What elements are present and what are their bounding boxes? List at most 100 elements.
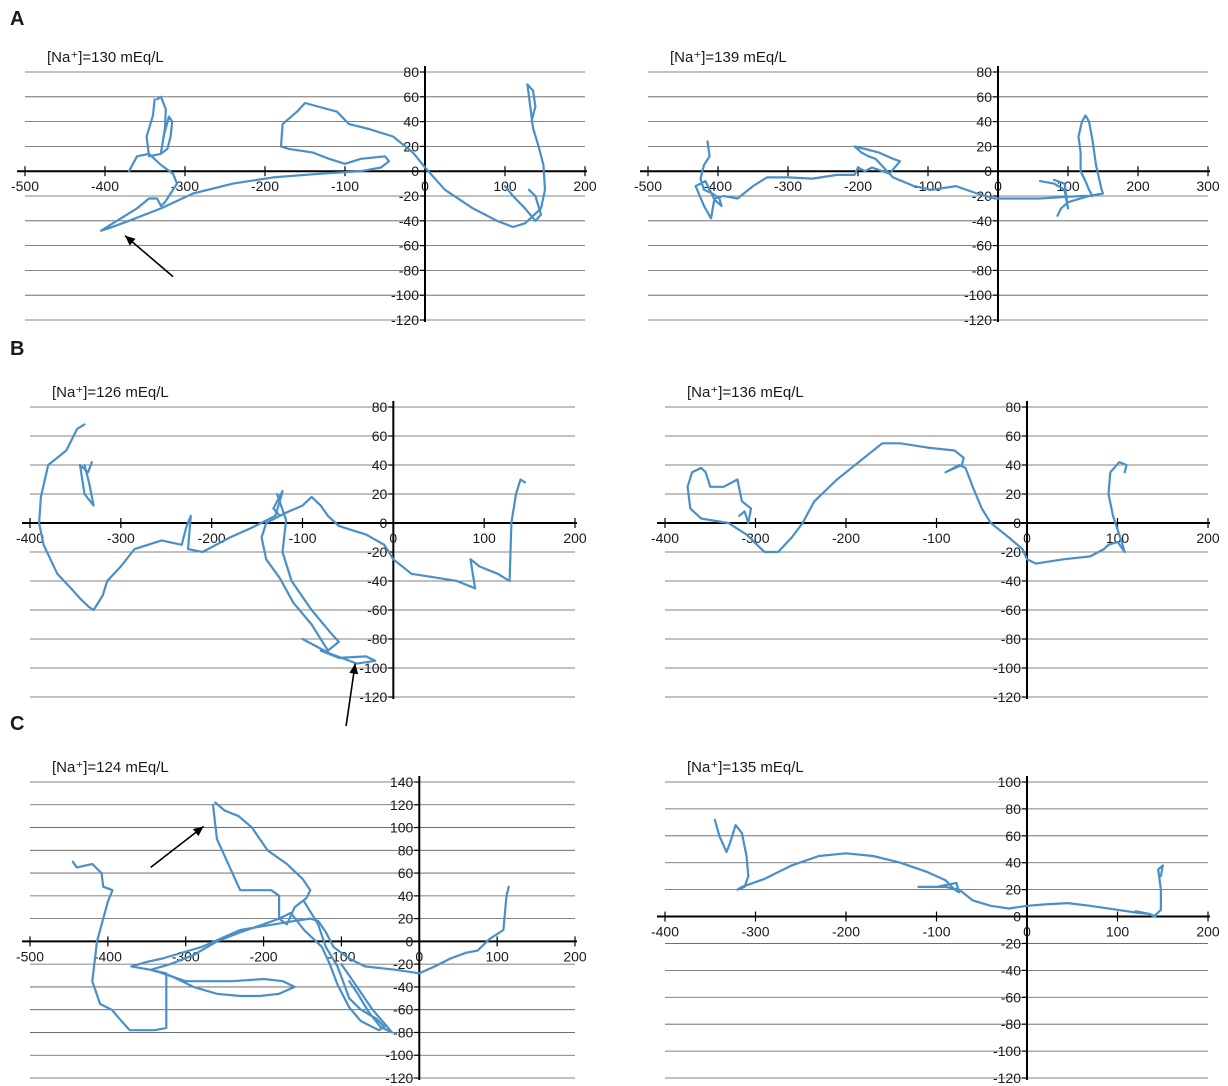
chart-title: [Na⁺]=124 mEq/L <box>52 759 169 776</box>
data-trace <box>694 114 1105 220</box>
annotation-arrow <box>345 663 356 727</box>
x-tick-label: 300 <box>1196 178 1220 194</box>
annotation-arrowhead <box>125 235 136 246</box>
y-tick-label: 20 <box>1005 486 1021 502</box>
y-tick-label: 60 <box>1005 828 1021 844</box>
data-trace <box>260 492 340 652</box>
y-tick-label: -20 <box>393 956 413 972</box>
x-tick-label: -400 <box>651 530 679 546</box>
y-tick-label: -80 <box>393 1024 413 1040</box>
y-tick-label: -100 <box>993 660 1021 676</box>
x-tick-label: -200 <box>844 178 872 194</box>
x-tick-label: -300 <box>774 178 802 194</box>
data-trace <box>1038 178 1070 210</box>
x-tick-label: 100 <box>1106 924 1130 940</box>
x-tick-label: -100 <box>922 924 950 940</box>
x-tick-label: 200 <box>1196 530 1220 546</box>
y-tick-label: 0 <box>411 163 419 179</box>
chart-title: [Na⁺]=130 mEq/L <box>47 49 164 66</box>
y-tick-label: -80 <box>399 262 419 278</box>
x-tick-label: 0 <box>421 178 429 194</box>
x-tick-label: 0 <box>1023 924 1031 940</box>
y-tick-label: -100 <box>391 287 419 303</box>
x-tick-label: 200 <box>573 178 597 194</box>
y-tick-label: -40 <box>972 213 992 229</box>
y-tick-label: -80 <box>1001 1016 1021 1032</box>
y-tick-label: -40 <box>1001 962 1021 978</box>
plots-layer: -500 -400 -300 -200 -100 0 100 200-120-100-80-6… <box>11 49 1220 1086</box>
data-trace <box>78 461 95 507</box>
y-tick-label: 40 <box>398 888 414 904</box>
y-tick-label: 60 <box>976 89 992 105</box>
x-tick-label: 0 <box>994 178 1002 194</box>
annotation-arrow <box>124 235 174 278</box>
x-tick-label: -200 <box>832 530 860 546</box>
y-tick-label: -100 <box>359 660 387 676</box>
y-tick-label: 80 <box>1005 801 1021 817</box>
x-tick-label: -400 <box>94 948 122 964</box>
chart-panel-a2: -500 -400 -300 -200 -100 0 100 200 300-120-100-8… <box>634 49 1220 328</box>
chart-panel-a1: -500 -400 -300 -200 -100 0 100 200-120-100-80-6… <box>11 49 597 328</box>
x-tick-label: -200 <box>198 530 226 546</box>
x-tick-label: -400 <box>651 924 679 940</box>
x-tick-label: 100 <box>1106 530 1130 546</box>
chart-panel-b2: -400 -300 -200 -100 0 100 200-120-100-80-60-40… <box>651 384 1220 705</box>
y-tick-label: 80 <box>1005 399 1021 415</box>
y-tick-label: -60 <box>972 238 992 254</box>
y-tick-label: -40 <box>393 979 413 995</box>
data-trace <box>301 637 377 665</box>
y-tick-label: -60 <box>1001 989 1021 1005</box>
y-tick-label: 80 <box>403 64 419 80</box>
y-tick-label: -40 <box>367 573 387 589</box>
y-tick-label: -120 <box>993 689 1021 705</box>
x-tick-label: -300 <box>741 530 769 546</box>
x-tick-label: -100 <box>331 178 359 194</box>
x-tick-label: 100 <box>485 948 509 964</box>
y-tick-label: 20 <box>398 911 414 927</box>
x-tick-label: 200 <box>1196 924 1220 940</box>
data-trace <box>686 442 1128 565</box>
y-tick-label: -20 <box>367 544 387 560</box>
x-tick-label: -100 <box>922 530 950 546</box>
x-tick-label: 0 <box>389 530 397 546</box>
y-tick-label: 40 <box>372 457 388 473</box>
chart-title: [Na⁺]=135 mEq/L <box>687 759 804 776</box>
y-tick-label: -80 <box>367 631 387 647</box>
annotation-arrowhead <box>192 826 204 837</box>
y-tick-label: 0 <box>405 933 413 949</box>
chart-panel-b1: -400 -300 -200 -100 0 100 200-120-100-80-60-40… <box>16 384 587 727</box>
y-tick-label: -100 <box>385 1047 413 1063</box>
chart-panel-c2: -400 -300 -200 -100 0 100 200-120-100-80-60-40… <box>651 759 1220 1086</box>
y-tick-label: 80 <box>372 399 388 415</box>
y-tick-label: 20 <box>372 486 388 502</box>
data-trace <box>99 83 547 232</box>
data-trace <box>149 900 386 1032</box>
chart-title: [Na⁺]=139 mEq/L <box>670 49 787 66</box>
section-label-c: C <box>10 713 24 735</box>
annotation-arrow <box>150 825 205 869</box>
data-trace <box>211 801 312 926</box>
y-tick-label: 40 <box>1005 855 1021 871</box>
y-tick-label: -120 <box>993 1070 1021 1086</box>
data-trace <box>1134 910 1157 918</box>
x-tick-label: -400 <box>16 530 44 546</box>
annotation-arrowhead <box>349 663 359 675</box>
chart-panel-c1: -500 -400 -300 -200 -100 0 100 200-120-100-80-6… <box>16 759 587 1086</box>
section-label-b: B <box>10 338 24 360</box>
y-tick-label: 140 <box>390 774 414 790</box>
y-tick-label: 0 <box>1013 515 1021 531</box>
x-tick-label: 200 <box>563 948 587 964</box>
y-tick-label: 60 <box>398 865 414 881</box>
y-tick-label: 20 <box>1005 882 1021 898</box>
y-tick-label: -100 <box>964 287 992 303</box>
x-tick-label: -200 <box>251 178 279 194</box>
y-tick-label: -60 <box>393 1002 413 1018</box>
x-tick-label: 200 <box>563 530 587 546</box>
y-tick-label: 0 <box>984 163 992 179</box>
y-tick-label: -120 <box>964 312 992 328</box>
y-tick-label: -60 <box>1001 602 1021 618</box>
data-trace <box>71 860 510 1032</box>
y-tick-label: -100 <box>993 1043 1021 1059</box>
y-tick-label: 20 <box>403 138 419 154</box>
